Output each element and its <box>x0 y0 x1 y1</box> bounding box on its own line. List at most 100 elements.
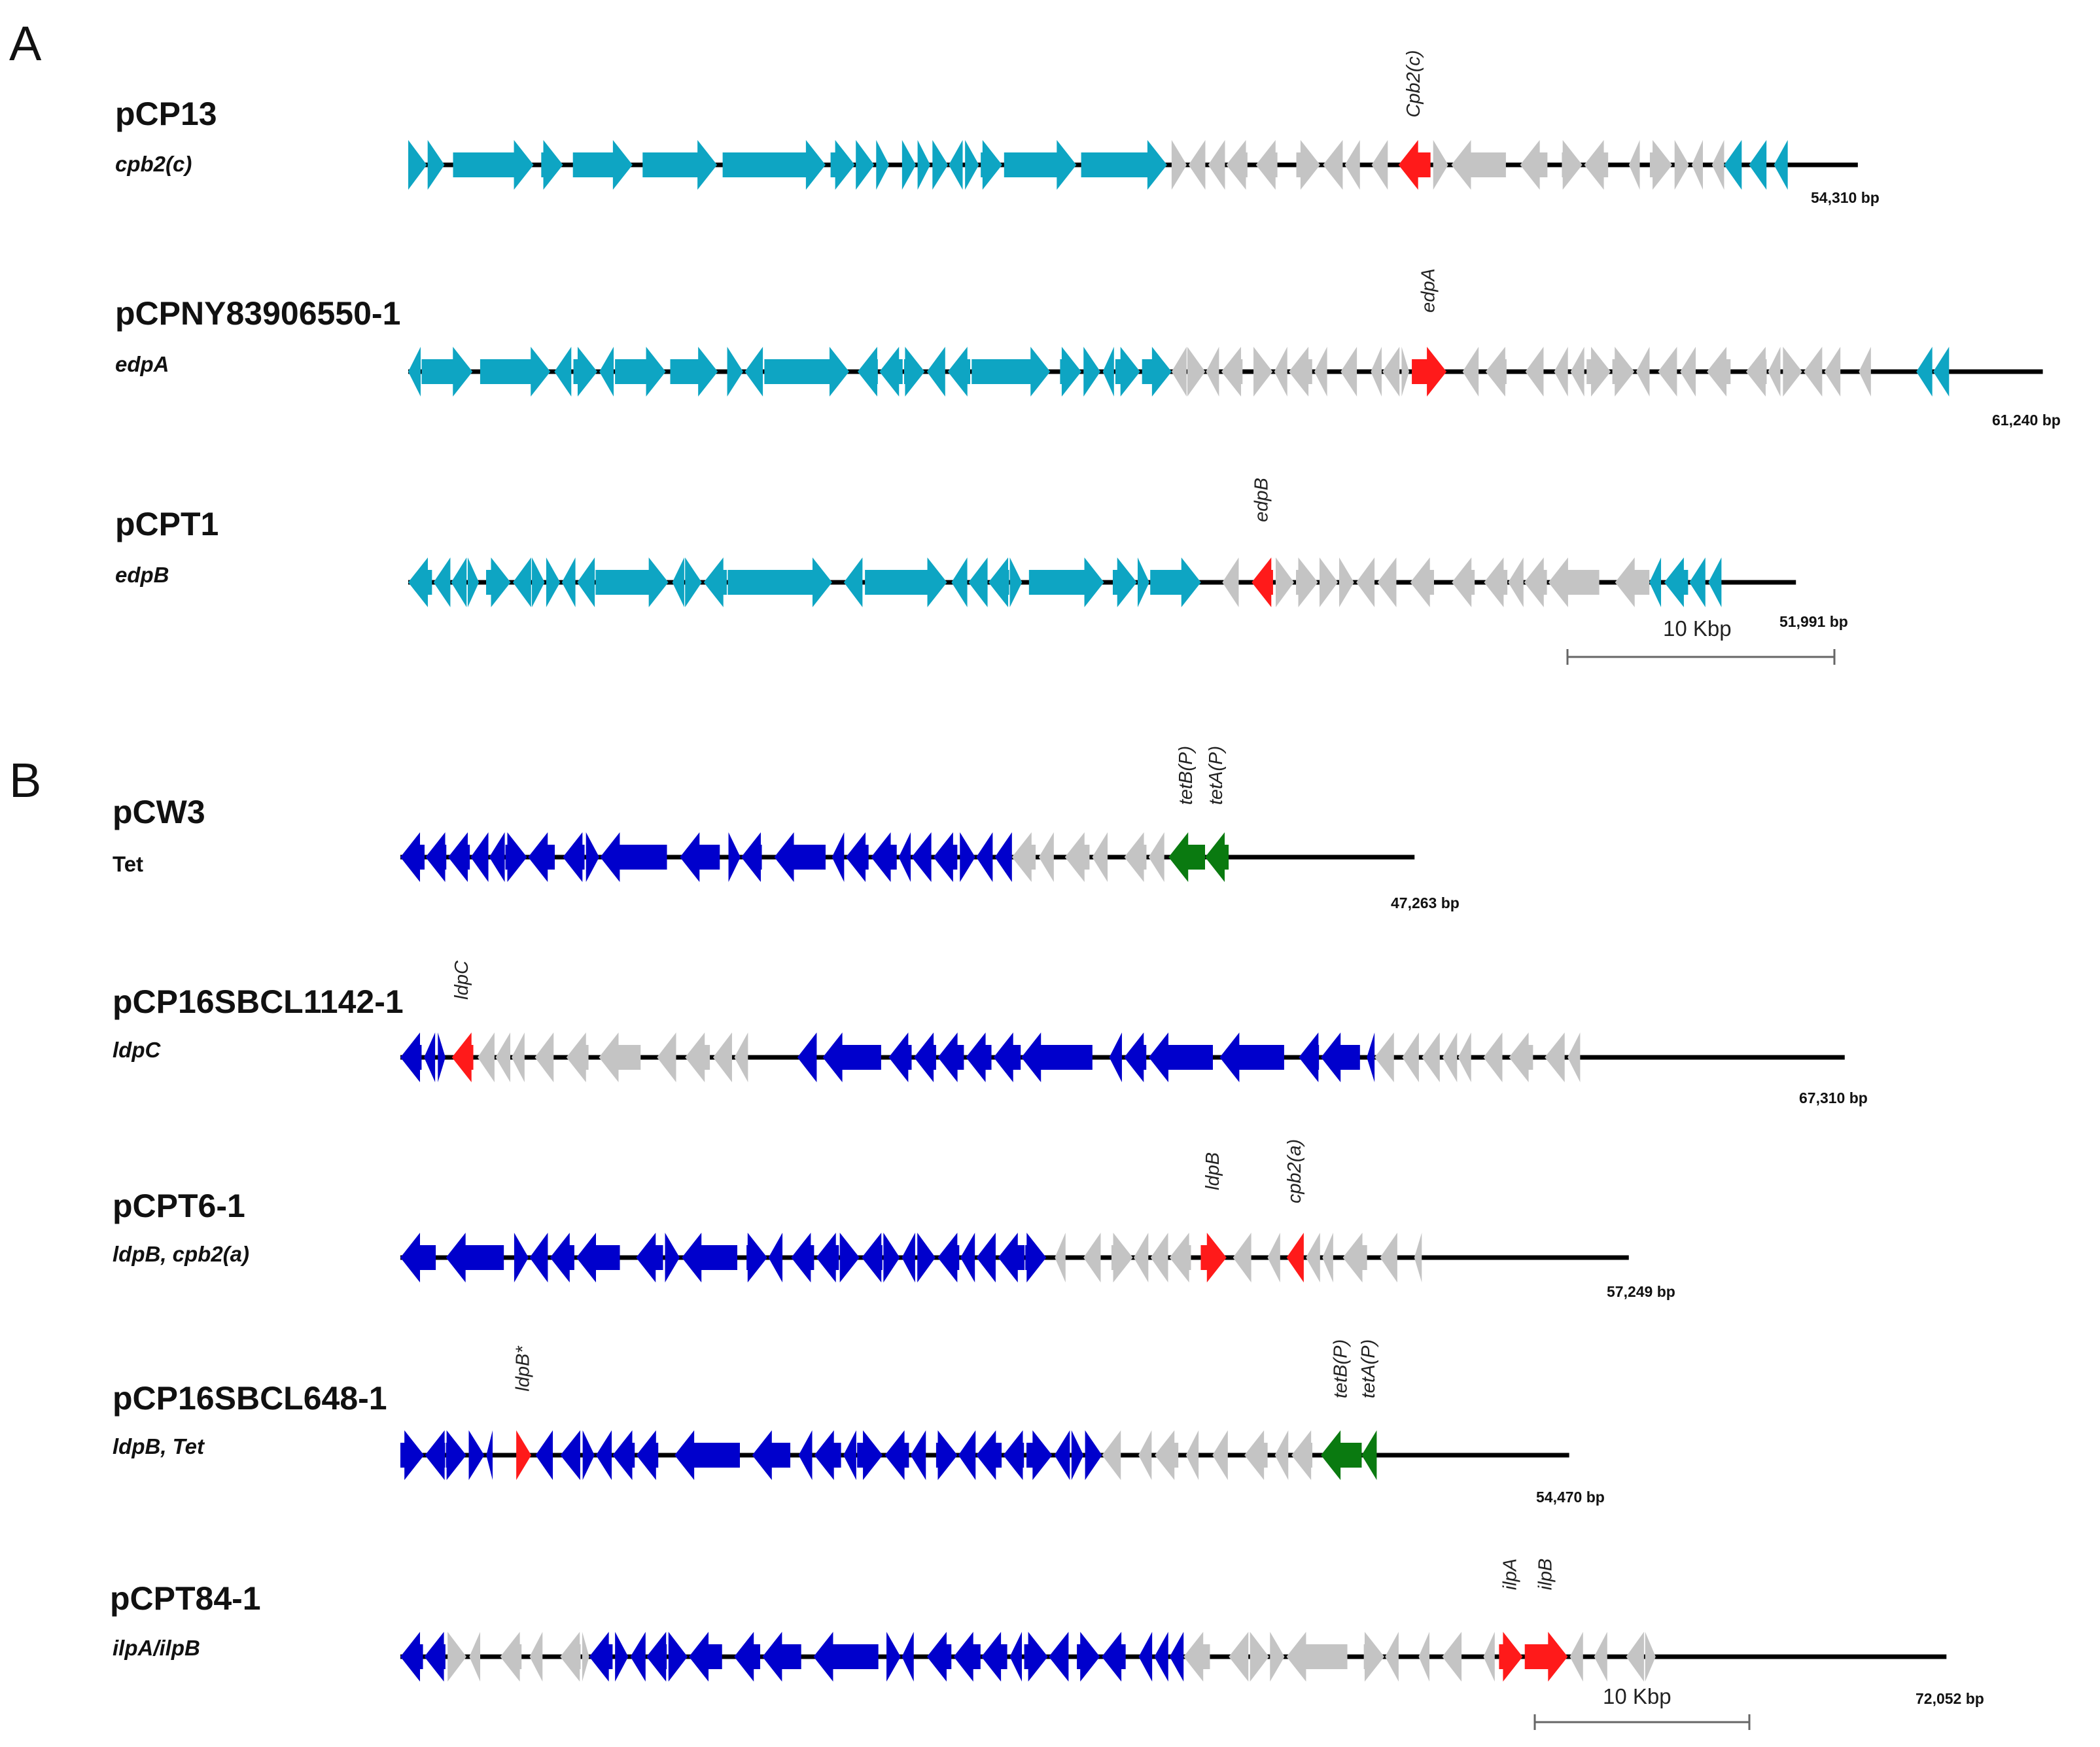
plasmid-subtitle: ldpB, cpb2(a) <box>113 1242 249 1266</box>
gene-track: tetB(P) tetA(P) <box>400 746 1415 882</box>
gene-arrow <box>1433 140 1448 190</box>
gene-arrow <box>1171 347 1187 397</box>
plasmid-pcpt84-1: pCPT84-1 ilpA/ilpB 72,052 bp ilpA ilpB <box>110 1559 1984 1707</box>
gene-arrow <box>453 140 534 190</box>
gene-arrow <box>1255 140 1278 190</box>
gene-arrow <box>451 557 467 607</box>
gene-arrow <box>1451 140 1506 190</box>
gene-arrow <box>960 832 975 882</box>
scale-bar-label: 10 Kbp <box>1663 616 1732 641</box>
gene-arrow <box>1054 1430 1070 1480</box>
gene-track: ilpA ilpB <box>400 1559 1947 1682</box>
gene-arrow <box>1483 1032 1503 1082</box>
gene-arrow <box>1142 347 1172 397</box>
gene-arrow <box>1442 1032 1458 1082</box>
gene-arrow <box>1674 140 1689 190</box>
gene-arrow <box>988 557 1009 607</box>
gene-arrow <box>1377 557 1397 607</box>
gene-arrow <box>768 1233 783 1282</box>
gene-arrow <box>595 557 669 607</box>
gene-arrow <box>1374 1032 1394 1082</box>
gene-arrow <box>541 140 563 190</box>
plasmid-name: pCPT1 <box>115 506 219 542</box>
gene-arrow <box>689 1632 722 1682</box>
gene-arrow <box>1319 557 1339 607</box>
gene-arrow <box>1615 557 1650 607</box>
gene-arrow <box>469 1632 481 1682</box>
gene-arrow <box>1212 1430 1228 1480</box>
gene-arrow <box>830 140 855 190</box>
gene-arrow <box>1626 1632 1644 1682</box>
gene-arrow <box>582 1632 589 1682</box>
gene-arrow <box>1649 140 1673 190</box>
plasmid-pcw3: pCW3 Tet 47,263 bp tetB(P) tetA(P) <box>113 746 1460 911</box>
gene-arrow <box>762 1632 801 1682</box>
plasmid-size-label: 51,991 bp <box>1779 613 1848 630</box>
gene-arrow <box>1545 1032 1565 1082</box>
gene-track: Cpb2(c) <box>408 50 1858 190</box>
gene-arrow <box>1183 1632 1210 1682</box>
plasmid-subtitle: edpA <box>115 352 169 376</box>
gene-arrow <box>1306 1233 1320 1282</box>
panel-b: B pCW3 Tet 47,263 bp tetB(P) tetA(P) pCP1… <box>9 746 1984 1730</box>
gene-arrow <box>1692 140 1703 190</box>
gene-arrow <box>1508 557 1524 607</box>
gene-arrow <box>1229 1632 1249 1682</box>
gene-arrow <box>1484 557 1508 607</box>
gene-arrow <box>741 832 762 882</box>
gene-arrow <box>500 1632 522 1682</box>
gene-track: ldpB cpb2(a) <box>400 1139 1629 1282</box>
gene-label: tetA(P) <box>1358 1339 1379 1398</box>
gene-arrow <box>1233 1233 1251 1282</box>
gene-arrow <box>968 557 988 607</box>
gene-arrow <box>839 1233 860 1282</box>
plasmid-name: pCPNY83906550-1 <box>115 295 400 332</box>
gene-arrow <box>1299 1032 1320 1082</box>
gene-track: ldpC <box>400 960 1845 1082</box>
gene-arrow <box>1154 1632 1168 1682</box>
gene-arrow <box>746 1233 767 1282</box>
gene-arrow <box>981 1632 1007 1682</box>
gene-arrow <box>1221 347 1243 397</box>
plasmid-name: pCPT6-1 <box>113 1188 245 1224</box>
gene-arrow <box>1612 347 1635 397</box>
gene-arrow <box>728 832 741 882</box>
gene-arrow <box>1520 140 1548 190</box>
gene-arrow <box>512 557 531 607</box>
plasmid-size-label: 47,263 bp <box>1391 894 1460 911</box>
gene-arrow <box>1584 140 1609 190</box>
gene-arrow <box>636 1430 659 1480</box>
scale-bar-b: 10 Kbp <box>1533 1684 1751 1730</box>
gene-arrow <box>822 1032 881 1082</box>
gene-arrow <box>1339 557 1354 607</box>
gene-arrow <box>600 832 667 882</box>
gene-arrow <box>1768 347 1781 397</box>
gene-arrow <box>424 1032 436 1082</box>
plasmid-pcp13: pCP13 cpb2(c) 54,310 bp Cpb2(c) <box>115 50 1880 206</box>
gene-arrow <box>1933 347 1950 397</box>
gene-arrow <box>630 1632 646 1682</box>
gene-arrow <box>468 1430 485 1480</box>
gene-arrow <box>421 347 473 397</box>
gene-arrow <box>586 832 599 882</box>
gene-arrow <box>843 557 863 607</box>
gene-arrow <box>1169 1632 1184 1682</box>
gene-arrow <box>1658 347 1677 397</box>
gene-arrow <box>1038 832 1054 882</box>
gene-arrow <box>550 1233 574 1282</box>
gene-arrow <box>1774 140 1788 190</box>
gene-arrow <box>884 1430 909 1480</box>
scale-bar-line <box>1533 1714 1751 1730</box>
gene-arrow <box>532 557 545 607</box>
gene-arrow <box>1708 557 1722 607</box>
gene-arrow <box>888 1032 912 1082</box>
gene-arrow <box>971 347 1051 397</box>
gene-arrow <box>1148 832 1164 882</box>
gene-arrow <box>446 1233 504 1282</box>
gene-arrow <box>1380 1233 1397 1282</box>
plasmid-subtitle: ilpA/ilpB <box>113 1636 200 1660</box>
gene-arrow <box>1371 140 1388 190</box>
gene-arrow <box>901 140 916 190</box>
gene-arrow <box>712 1032 732 1082</box>
gene-arrow <box>1367 1032 1375 1082</box>
